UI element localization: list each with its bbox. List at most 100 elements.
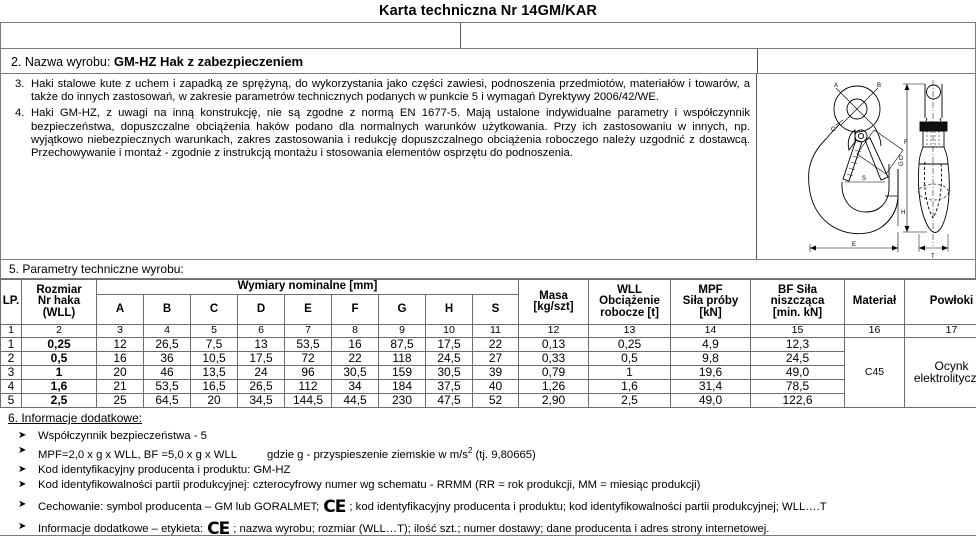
- cell-S: 27: [473, 352, 519, 366]
- cell-material: C45: [845, 338, 905, 408]
- cell-C: 10,5: [191, 352, 238, 366]
- bullet-marker-icon: ➤: [8, 463, 38, 477]
- cell-bf: 24,5: [751, 352, 845, 366]
- header-size-line-3: (WLL): [23, 308, 95, 320]
- description-column: 3. Haki stalowe kute z uchem i zapadką z…: [1, 74, 757, 259]
- bullet-item-producer-code: ➤ Kod identyfikacyjny producenta i produ…: [8, 463, 976, 477]
- cell-C: 7,5: [191, 338, 238, 352]
- cell-lp: 1: [1, 338, 22, 352]
- cell-wll: 0,5: [589, 352, 671, 366]
- empty-band-right: [461, 23, 975, 48]
- cell-bf: 78,5: [751, 380, 845, 394]
- cell-G: 230: [379, 394, 426, 408]
- cell-size: 2,5: [22, 394, 97, 408]
- header-size: Rozmiar Nr haka (WLL): [22, 280, 97, 325]
- colnum-6: 6: [238, 325, 285, 338]
- cell-mass: 1,26: [519, 380, 589, 394]
- ce-mark-icon: CE: [319, 500, 349, 514]
- bullet-marker-icon: ➤: [8, 444, 38, 462]
- colnum-17: 17: [905, 325, 976, 338]
- hook-technical-drawing: A B C F S H E D G T: [757, 74, 975, 259]
- cell-D: 34,5: [238, 394, 285, 408]
- cell-E: 72: [285, 352, 332, 366]
- cell-S: 22: [473, 338, 519, 352]
- cell-coating: Ocynk elektrolityczny: [905, 338, 976, 408]
- cell-H: 17,5: [426, 338, 473, 352]
- cell-mpf: 9,8: [671, 352, 751, 366]
- cell-G: 87,5: [379, 338, 426, 352]
- cell-C: 16,5: [191, 380, 238, 394]
- colnum-9: 9: [379, 325, 426, 338]
- cell-E: 96: [285, 366, 332, 380]
- cell-mpf: 4,9: [671, 338, 751, 352]
- bullet-text: Współczynnik bezpieczeństwa - 5: [38, 429, 207, 443]
- cell-C: 20: [191, 394, 238, 408]
- header-bf-line-3: [min. kN]: [752, 308, 843, 320]
- description-item-number: 4.: [7, 107, 31, 160]
- additional-info-section: 6. Informacje dodatkowe: ➤ Współczynnik …: [0, 408, 976, 536]
- dim-label-G: G: [899, 161, 905, 166]
- table-row: 1 0,25 12 26,5 7,5 13 53,5 16 87,5 17,5 …: [1, 338, 976, 352]
- description-item: 4. Haki GM-HZ, z uwagi na inną konstrukc…: [7, 107, 750, 160]
- cell-B: 46: [144, 366, 191, 380]
- cell-B: 53,5: [144, 380, 191, 394]
- cell-lp: 5: [1, 394, 22, 408]
- safety-latch: [843, 140, 862, 181]
- cell-B: 64,5: [144, 394, 191, 408]
- colnum-4: 4: [144, 325, 191, 338]
- header-material: Materiał: [845, 280, 905, 325]
- bullet-text: Cechowanie: symbol producenta – GM lub G…: [38, 498, 827, 514]
- cell-D: 26,5: [238, 380, 285, 394]
- cell-G: 184: [379, 380, 426, 394]
- description-item: 3. Haki stalowe kute z uchem i zapadką z…: [7, 78, 750, 104]
- header-wll-line-3: robocze [t]: [590, 308, 669, 320]
- header-coating: Powłoki: [905, 280, 976, 325]
- header-dim-S: S: [473, 295, 519, 325]
- marking-post: ; kod identyfikacyjny producenta i produ…: [349, 501, 826, 513]
- cell-mass: 0,79: [519, 366, 589, 380]
- header-dim-G: G: [379, 295, 426, 325]
- header-lp: LP.: [1, 280, 22, 325]
- colnum-1: 1: [1, 325, 22, 338]
- description-item-text: Haki GM-HZ, z uwagi na inną konstrukcję,…: [31, 107, 750, 160]
- header-dim-D: D: [238, 295, 285, 325]
- table-row: 5 2,5 25 64,5 20 34,5 144,5 44,5 230 47,…: [1, 394, 976, 408]
- product-name-row: 2. Nazwa wyrobu: GM-HZ Hak z zabezpiecze…: [1, 49, 975, 74]
- dim-label-H: H: [901, 210, 905, 216]
- colnum-11: 11: [473, 325, 519, 338]
- cell-mpf: 19,6: [671, 366, 751, 380]
- cell-H: 30,5: [426, 366, 473, 380]
- front-body: [918, 164, 949, 233]
- cell-G: 159: [379, 366, 426, 380]
- description-item-text: Haki stalowe kute z uchem i zapadką ze s…: [31, 78, 750, 104]
- front-eye: [927, 85, 941, 99]
- cell-B: 26,5: [144, 338, 191, 352]
- table-column-number-row: 1 2 3 4 5 6 7 8 9 10 11 12 13 14 15 16 1…: [1, 325, 976, 338]
- bullet-item-batch-code: ➤ Kod identyfikowalności partii produkcy…: [8, 478, 976, 492]
- cell-B: 36: [144, 352, 191, 366]
- product-name-label: 2. Nazwa wyrobu:: [11, 55, 110, 69]
- cell-lp: 2: [1, 352, 22, 366]
- drawing-column: A B C F S H E D G T: [757, 74, 975, 259]
- cell-bf: 122,6: [751, 394, 845, 408]
- cell-A: 16: [97, 352, 144, 366]
- cell-D: 13: [238, 338, 285, 352]
- header-dims-group: Wymiary nominalne [mm]: [97, 280, 519, 295]
- latch-blade: [865, 138, 888, 180]
- cell-S: 52: [473, 394, 519, 408]
- colnum-16: 16: [845, 325, 905, 338]
- parameters-table: LP. Rozmiar Nr haka (WLL) Wymiary nomina…: [0, 279, 976, 408]
- cell-mpf: 49,0: [671, 394, 751, 408]
- table-row: 2 0,5 16 36 10,5 17,5 72 22 118 24,5 27 …: [1, 352, 976, 366]
- description-item-number: 3.: [7, 78, 31, 104]
- cell-G: 118: [379, 352, 426, 366]
- cell-F: 16: [332, 338, 379, 352]
- cell-F: 44,5: [332, 394, 379, 408]
- cell-S: 39: [473, 366, 519, 380]
- cell-wll: 0,25: [589, 338, 671, 352]
- bullet-marker-icon: ➤: [8, 520, 38, 536]
- cell-bf: 49,0: [751, 366, 845, 380]
- page-title: Karta techniczna Nr 14GM/KAR: [0, 0, 976, 22]
